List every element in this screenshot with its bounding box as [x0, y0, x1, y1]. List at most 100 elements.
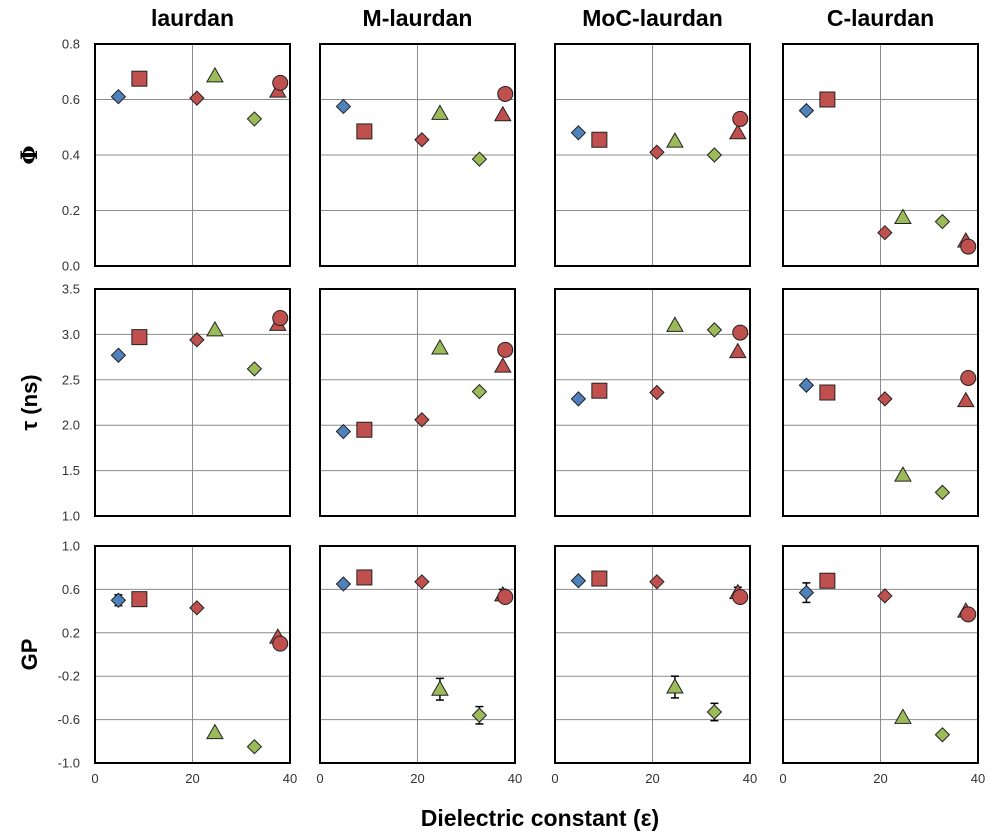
x-tick-label: 20	[410, 771, 424, 786]
data-point-triangle-r1-c2-3	[666, 316, 684, 332]
data-point-triangle-r1-c3-5	[956, 391, 975, 408]
y-tick-label: 0.6	[62, 582, 80, 597]
panel-border	[554, 545, 751, 764]
data-point-diamond-r1-c3-2	[877, 391, 893, 407]
data-point-diamond-r0-c3-2	[877, 224, 893, 241]
data-point-diamond-r1-c0-0	[110, 347, 127, 363]
data-point-circle-r2-c2-6	[732, 588, 749, 605]
panel-border	[94, 288, 291, 517]
data-point-square-r1-c1-1	[356, 421, 373, 438]
data-point-diamond-r0-c0-0	[110, 89, 127, 105]
y-tick-label: 0.6	[62, 92, 80, 107]
data-point-circle-r1-c0-6	[272, 310, 289, 327]
data-point-diamond-r0-c3-0	[798, 102, 815, 119]
data-point-circle-r0-c0-6	[272, 74, 289, 91]
data-point-diamond-r2-c3-0	[798, 584, 815, 601]
x-tick-label: 40	[283, 771, 297, 786]
data-point-square-r1-c3-1	[819, 384, 836, 401]
data-point-circle-r2-c1-6	[497, 588, 514, 605]
x-tick-label: 0	[779, 771, 786, 786]
row-label-1: τ (ns)	[17, 374, 42, 430]
panel-border	[782, 288, 979, 517]
data-point-diamond-r2-c2-0	[570, 573, 587, 589]
y-tick-label: 1.0	[62, 509, 80, 524]
data-point-circle-r1-c1-6	[497, 341, 514, 358]
data-point-triangle-r2-c2-3	[666, 678, 684, 694]
data-point-diamond-r0-c0-2	[189, 90, 205, 106]
column-title-3: C-laurdan	[827, 5, 934, 31]
data-point-diamond-r2-c1-0	[335, 576, 352, 592]
data-point-diamond-r1-c0-4	[246, 361, 263, 377]
data-point-triangle-r2-c0-3	[206, 723, 224, 740]
panel-border	[319, 545, 516, 764]
panel-border	[319, 288, 516, 517]
y-tick-label: 0.4	[62, 148, 80, 163]
data-point-diamond-r2-c0-2	[189, 600, 205, 616]
data-point-triangle-r0-c2-3	[666, 132, 684, 148]
data-point-diamond-r0-c2-4	[706, 147, 723, 163]
data-point-square-r2-c2-1	[591, 570, 608, 587]
data-point-triangle-r0-c3-3	[894, 208, 912, 224]
x-tick-label: 0	[91, 771, 98, 786]
x-tick-label: 40	[508, 771, 522, 786]
y-tick-label: 2.5	[62, 372, 80, 387]
data-point-circle-r0-c2-6	[732, 110, 749, 127]
data-point-diamond-r2-c0-4	[246, 739, 263, 755]
data-point-triangle-r2-c3-3	[894, 708, 912, 724]
panel-border	[554, 43, 751, 267]
data-point-diamond-r1-c0-2	[189, 332, 205, 348]
data-point-square-r0-c2-1	[591, 131, 608, 148]
data-point-diamond-r1-c3-0	[798, 377, 815, 393]
y-tick-label: 1.5	[62, 463, 80, 478]
row-label-0: Φ	[17, 145, 43, 164]
data-point-triangle-r1-c3-3	[894, 466, 912, 482]
data-point-square-r2-c0-1	[131, 591, 148, 608]
data-point-circle-r0-c3-6	[960, 238, 977, 255]
data-point-square-r0-c1-1	[356, 123, 373, 140]
data-point-diamond-r1-c2-0	[570, 391, 587, 407]
y-tick-label: 0.0	[62, 259, 80, 274]
x-tick-label: 20	[873, 771, 887, 786]
data-point-triangle-r1-c0-3	[206, 320, 224, 337]
data-point-diamond-r1-c2-4	[706, 322, 723, 338]
data-point-circle-r2-c0-6	[272, 635, 289, 652]
x-tick-label: 20	[185, 771, 199, 786]
data-point-square-r0-c3-1	[819, 91, 836, 108]
data-point-triangle-r0-c2-5	[728, 123, 747, 140]
y-tick-label: 1.0	[62, 539, 80, 554]
data-point-diamond-r1-c2-2	[649, 384, 665, 401]
data-point-diamond-r1-c3-4	[934, 484, 951, 501]
y-tick-label: -0.2	[58, 669, 80, 684]
x-tick-label: 20	[645, 771, 659, 786]
data-point-diamond-r0-c3-4	[934, 213, 951, 230]
y-tick-label: 3.0	[62, 327, 80, 342]
data-point-diamond-r1-c1-2	[414, 412, 430, 428]
data-point-diamond-r2-c2-4	[706, 704, 723, 720]
y-tick-label: 2.0	[62, 418, 80, 433]
data-point-diamond-r1-c1-0	[335, 423, 352, 440]
x-tick-label: 40	[971, 771, 985, 786]
y-tick-label: -1.0	[58, 756, 80, 771]
row-label-2: GP	[17, 639, 42, 671]
data-point-circle-r0-c1-6	[497, 85, 514, 102]
data-point-triangle-r1-c2-5	[728, 342, 747, 359]
data-point-triangle-r0-c1-5	[493, 105, 512, 122]
x-tick-label: 40	[743, 771, 757, 786]
panel-border	[782, 545, 979, 764]
column-title-0: laurdan	[151, 5, 234, 31]
data-point-circle-r2-c3-6	[960, 606, 977, 623]
data-point-diamond-r2-c3-4	[934, 727, 951, 743]
panel-border	[554, 288, 751, 517]
y-tick-label: -0.6	[58, 712, 80, 727]
data-point-square-r2-c1-1	[356, 569, 373, 586]
data-point-square-r1-c2-1	[591, 382, 608, 399]
data-point-diamond-r0-c1-2	[414, 132, 430, 148]
data-point-triangle-r1-c1-5	[493, 357, 512, 373]
y-tick-label: 0.8	[62, 37, 80, 52]
data-point-circle-r1-c3-6	[960, 369, 977, 386]
data-point-square-r0-c0-1	[131, 70, 148, 87]
data-point-circle-r1-c2-6	[732, 324, 749, 341]
data-point-triangle-r0-c1-3	[431, 104, 449, 120]
panel-border	[782, 43, 979, 267]
